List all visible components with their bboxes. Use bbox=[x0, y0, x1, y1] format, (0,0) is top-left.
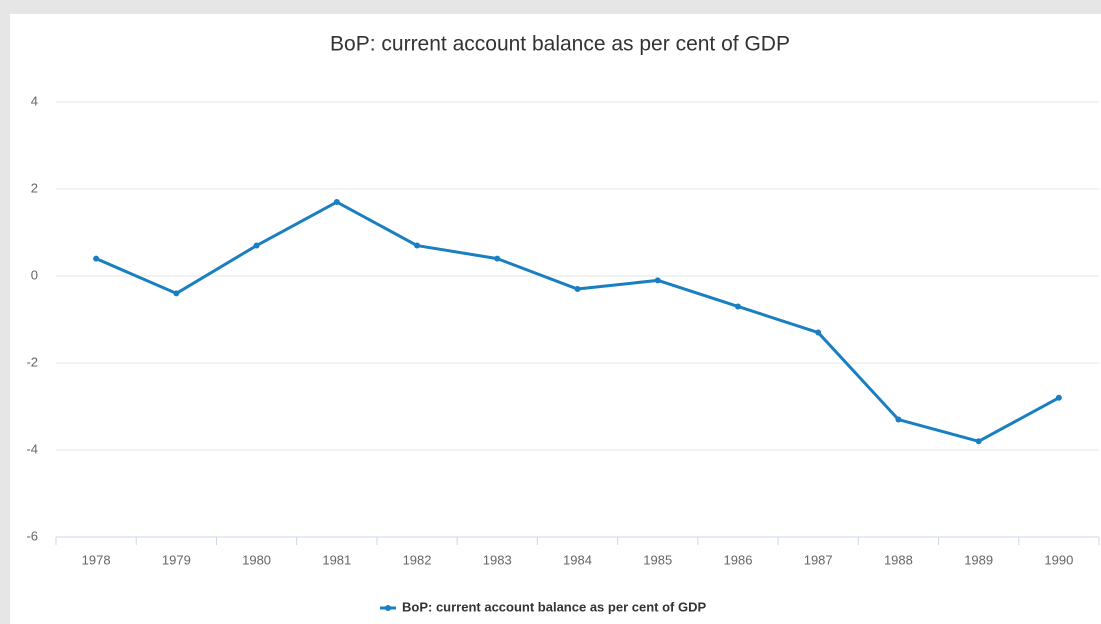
chart-background bbox=[10, 14, 1101, 624]
x-tick-label: 1988 bbox=[884, 552, 913, 567]
y-tick-label: 4 bbox=[31, 93, 38, 108]
y-tick-label: -2 bbox=[26, 354, 38, 369]
data-point bbox=[173, 290, 180, 297]
y-tick-label: -4 bbox=[26, 441, 38, 456]
x-tick-label: 1980 bbox=[242, 552, 271, 567]
x-tick-label: 1989 bbox=[964, 552, 993, 567]
x-tick-label: 1985 bbox=[643, 552, 672, 567]
y-tick-label: 0 bbox=[31, 267, 38, 282]
data-point bbox=[494, 255, 501, 262]
data-point bbox=[253, 242, 260, 249]
data-point bbox=[654, 277, 661, 284]
x-tick-label: 1979 bbox=[162, 552, 191, 567]
data-point bbox=[333, 199, 340, 206]
x-tick-label: 1987 bbox=[804, 552, 833, 567]
x-tick-label: 1982 bbox=[403, 552, 432, 567]
data-point bbox=[895, 416, 902, 423]
x-tick-label: 1986 bbox=[724, 552, 753, 567]
data-point bbox=[815, 329, 822, 336]
y-tick-label: 2 bbox=[31, 180, 38, 195]
data-point bbox=[414, 242, 421, 249]
data-point bbox=[93, 255, 100, 262]
x-tick-label: 1983 bbox=[483, 552, 512, 567]
y-tick-label: -6 bbox=[26, 528, 38, 543]
data-point bbox=[574, 286, 581, 293]
x-tick-label: 1990 bbox=[1044, 552, 1073, 567]
legend-label: BoP: current account balance as per cent… bbox=[402, 599, 706, 614]
chart-title: BoP: current account balance as per cent… bbox=[330, 33, 790, 56]
data-point bbox=[1055, 394, 1062, 401]
data-point bbox=[734, 303, 741, 310]
x-tick-label: 1978 bbox=[82, 552, 111, 567]
data-point bbox=[975, 438, 982, 445]
legend-symbol-marker bbox=[385, 605, 391, 611]
x-tick-label: 1981 bbox=[322, 552, 351, 567]
x-tick-label: 1984 bbox=[563, 552, 592, 567]
